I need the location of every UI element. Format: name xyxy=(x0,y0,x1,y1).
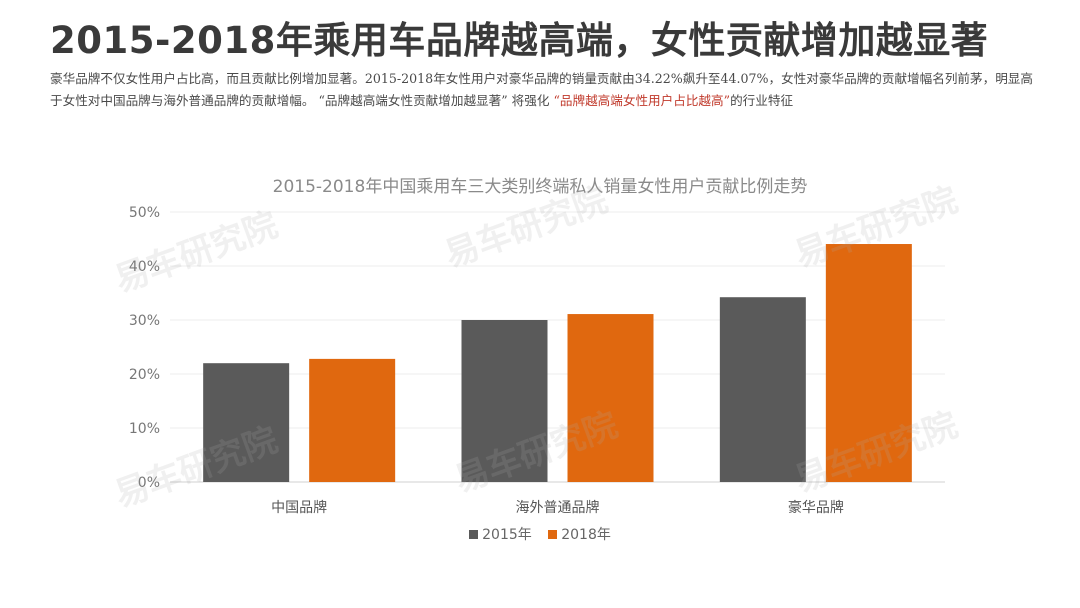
legend-label-2015: 2015年 xyxy=(482,527,532,543)
chart-legend: 2015年 2018年 xyxy=(0,524,1080,544)
bar xyxy=(719,297,806,482)
legend-swatch-2018 xyxy=(548,529,558,539)
bar xyxy=(203,363,290,482)
legend-label-2018: 2018年 xyxy=(561,527,611,543)
legend-item-2015: 2015年 xyxy=(469,524,532,544)
page-subtitle: 豪华品牌不仅女性用户占比高，而且贡献比例增加显著。2015-2018年女性用户对… xyxy=(50,68,1040,112)
y-tick-label: 10% xyxy=(129,421,160,437)
legend-swatch-2015 xyxy=(469,529,479,539)
x-tick-label: 中国品牌 xyxy=(271,499,327,516)
x-tick-label: 海外普通品牌 xyxy=(516,499,600,516)
y-tick-label: 20% xyxy=(129,367,160,383)
subtitle-tail: 的行业特征 xyxy=(730,93,794,108)
y-tick-label: 0% xyxy=(138,475,160,491)
x-tick-label: 豪华品牌 xyxy=(788,499,844,516)
y-tick-label: 50% xyxy=(129,205,160,221)
bar xyxy=(567,314,654,482)
y-tick-label: 30% xyxy=(129,313,160,329)
y-tick-label: 40% xyxy=(129,259,160,275)
bar xyxy=(461,320,548,482)
bar xyxy=(825,244,912,482)
chart-title: 2015-2018年中国乘用车三大类别终端私人销量女性用户贡献比例走势 xyxy=(272,177,808,197)
legend-item-2018: 2018年 xyxy=(548,524,611,544)
subtitle-text: 豪华品牌不仅女性用户占比高，而且贡献比例增加显著。2015-2018年女性用户对… xyxy=(50,71,1033,108)
subtitle-highlight: “品牌越高端女性用户占比越高” xyxy=(553,93,731,108)
bar xyxy=(309,358,396,482)
page-title: 2015-2018年乘用车品牌越高端，女性贡献增加越显著 xyxy=(50,19,989,62)
